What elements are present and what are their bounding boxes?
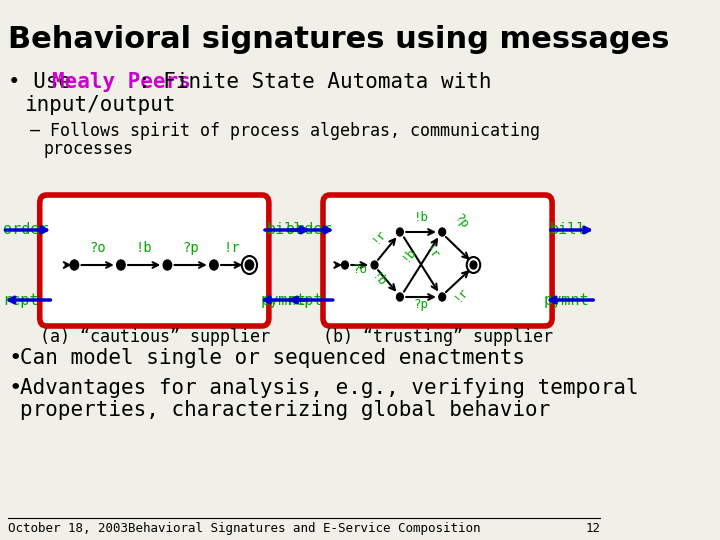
Text: input/output: input/output — [24, 95, 175, 115]
Text: rcpt: rcpt — [286, 293, 323, 307]
Text: (a) “cautious” supplier: (a) “cautious” supplier — [40, 328, 270, 346]
Text: !r: !r — [223, 241, 240, 255]
Text: bill: bill — [266, 222, 303, 238]
Text: 12: 12 — [585, 522, 600, 535]
Text: Behavioral Signatures and E-Service Composition: Behavioral Signatures and E-Service Comp… — [128, 522, 481, 535]
Circle shape — [372, 261, 378, 269]
Text: ?p: ?p — [182, 241, 199, 255]
Circle shape — [438, 228, 446, 236]
Text: Advantages for analysis, e.g., verifying temporal: Advantages for analysis, e.g., verifying… — [20, 378, 639, 398]
Text: Mealy Peers: Mealy Peers — [53, 72, 192, 92]
Circle shape — [397, 293, 403, 301]
Text: ?p: ?p — [451, 211, 471, 231]
Circle shape — [470, 261, 477, 269]
Circle shape — [397, 228, 403, 236]
Circle shape — [163, 260, 171, 270]
Text: Can model single or sequenced enactments: Can model single or sequenced enactments — [20, 348, 526, 368]
Text: pymnt: pymnt — [544, 293, 589, 307]
Text: – Follows spirit of process algebras, communicating: – Follows spirit of process algebras, co… — [30, 122, 539, 140]
Text: • Use: • Use — [9, 72, 84, 92]
Circle shape — [210, 260, 218, 270]
Text: properties, characterizing global behavior: properties, characterizing global behavi… — [20, 400, 551, 420]
FancyBboxPatch shape — [40, 195, 269, 326]
Text: : Finite State Automata with: : Finite State Automata with — [138, 72, 491, 92]
Circle shape — [246, 260, 253, 270]
Circle shape — [341, 261, 348, 269]
Text: •: • — [9, 348, 22, 368]
Text: (b) “trusting” supplier: (b) “trusting” supplier — [323, 328, 553, 346]
Text: bill: bill — [549, 222, 586, 238]
Text: ?o: ?o — [352, 263, 367, 276]
Circle shape — [70, 260, 78, 270]
Text: October 18, 2003: October 18, 2003 — [9, 522, 128, 535]
Text: •: • — [9, 378, 22, 398]
Text: !r: !r — [369, 226, 389, 246]
Text: rcpt: rcpt — [3, 293, 39, 307]
Text: order: order — [3, 222, 48, 238]
Text: ?p: ?p — [413, 298, 428, 311]
Text: !b: !b — [136, 241, 153, 255]
FancyBboxPatch shape — [323, 195, 552, 326]
Text: processes: processes — [44, 140, 134, 158]
Circle shape — [117, 260, 125, 270]
Text: ?o: ?o — [89, 241, 106, 255]
Text: !r: !r — [451, 284, 471, 304]
Circle shape — [438, 293, 446, 301]
Text: !r: !r — [421, 244, 441, 264]
Text: order: order — [286, 222, 331, 238]
Text: !b: !b — [413, 211, 428, 224]
Text: Behavioral signatures using messages: Behavioral signatures using messages — [9, 25, 670, 54]
Text: !b: !b — [400, 244, 419, 264]
Text: pymnt: pymnt — [261, 293, 306, 307]
Text: !b: !b — [369, 270, 389, 290]
